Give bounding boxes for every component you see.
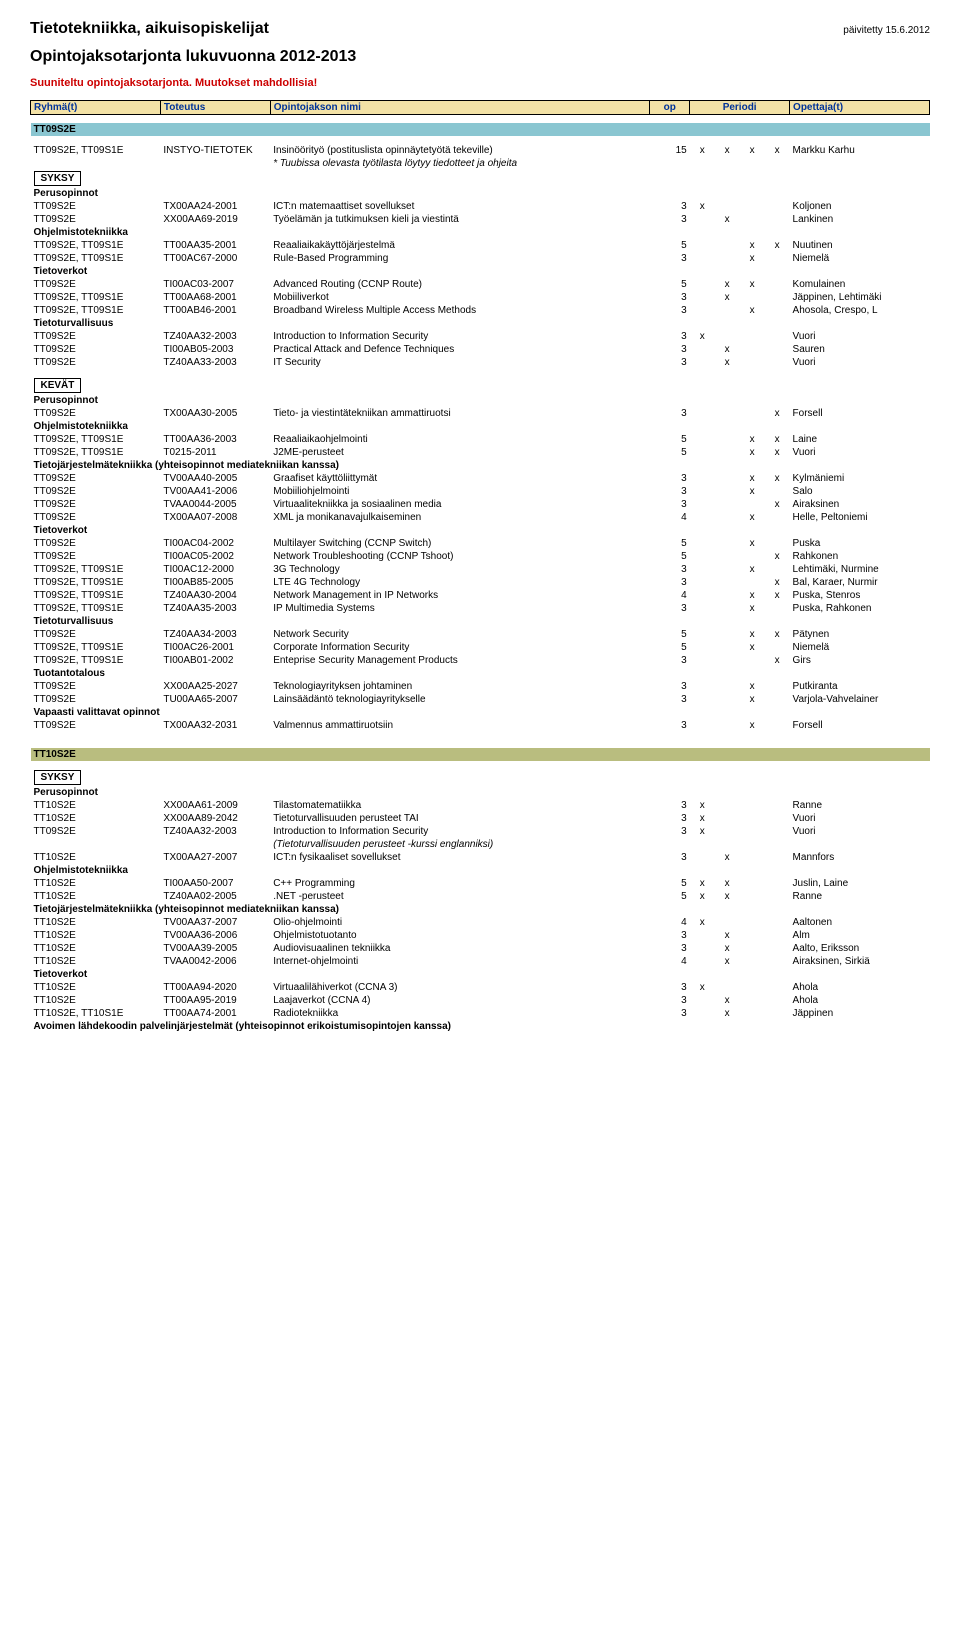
group-bar: TT10S2E xyxy=(31,748,930,761)
table-row: TT09S2ETI00AC05-2002Network Troubleshoot… xyxy=(31,550,930,563)
th-opettaja: Opettaja(t) xyxy=(790,101,930,115)
group-bar: TT09S2E xyxy=(31,123,930,136)
table-row: TT09S2ETI00AB05-2003Practical Attack and… xyxy=(31,343,930,356)
table-row: TT09S2E, TT09S1ETI00AC12-20003G Technolo… xyxy=(31,563,930,576)
th-ryhma: Ryhmä(t) xyxy=(31,101,161,115)
season-label: KEVÄT xyxy=(34,378,82,393)
table-row: TT10S2EXX00AA89-2042Tietoturvallisuuden … xyxy=(31,812,930,825)
table-row: TT09S2E, TT09S1EINSTYO-TIETOTEKInsinööri… xyxy=(31,144,930,157)
table-row: TT09S2E, TT09S1ETZ40AA35-2003IP Multimed… xyxy=(31,602,930,615)
table-row: Tietojärjestelmätekniikka (yhteisopinnot… xyxy=(31,459,930,472)
table-row: Perusopinnot xyxy=(31,786,930,799)
doc-subtitle: Opintojaksotarjonta lukuvuonna 2012-2013 xyxy=(30,48,930,66)
table-row: TT10S2ETZ40AA02-2005.NET -perusteet5xxRa… xyxy=(31,890,930,903)
table-row: TT10S2ETV00AA36-2006Ohjelmistotuotanto3x… xyxy=(31,929,930,942)
table-row: TT09S2E, TT09S1ETT00AA35-2001Reaaliaikak… xyxy=(31,239,930,252)
table-row: SYKSY xyxy=(31,769,930,786)
table-row: TT09S2ETZ40AA32-2003Introduction to Info… xyxy=(31,825,930,838)
table-row: Tietojärjestelmätekniikka (yhteisopinnot… xyxy=(31,903,930,916)
th-nimi: Opintojakson nimi xyxy=(270,101,650,115)
table-row: TT10S2EXX00AA61-2009Tilastomatematiikka3… xyxy=(31,799,930,812)
table-row: TT09S2ETX00AA07-2008XML ja monikanavajul… xyxy=(31,511,930,524)
section-heading: Tietoverkot xyxy=(31,265,930,278)
table-row: Tuotantotalous xyxy=(31,667,930,680)
table-row: TT09S2ETV00AA41-2006Mobiiliohjelmointi3x… xyxy=(31,485,930,498)
table-row: Avoimen lähdekoodin palvelinjärjestelmät… xyxy=(31,1020,930,1033)
table-row: TT09S2E, TT09S1ETT00AB46-2001Broadband W… xyxy=(31,304,930,317)
table-row: KEVÄT xyxy=(31,377,930,394)
table-row: TT09S2E, TT09S1ET0215-2011J2ME-perusteet… xyxy=(31,446,930,459)
table-row: Tietoverkot xyxy=(31,524,930,537)
season-label: SYKSY xyxy=(34,770,82,785)
table-row: TT10S2E, TT10S1ETT00AA74-2001Radioteknii… xyxy=(31,1007,930,1020)
section-heading: Tietojärjestelmätekniikka (yhteisopinnot… xyxy=(31,459,930,472)
table-row: TT10S2ETI00AA50-2007C++ Programming5xxJu… xyxy=(31,877,930,890)
table-row: Tietoverkot xyxy=(31,968,930,981)
table-row: TT09S2ETX00AA30-2005Tieto- ja viestintät… xyxy=(31,407,930,420)
section-heading: Tietoverkot xyxy=(31,524,930,537)
table-row: TT09S2ETV00AA40-2005Graafiset käyttöliit… xyxy=(31,472,930,485)
table-row: TT09S2ETVAA0044-2005Virtuaalitekniikka j… xyxy=(31,498,930,511)
table-row: Tietoverkot xyxy=(31,265,930,278)
table-row: TT09S2ETU00AA65-2007Lainsäädäntö teknolo… xyxy=(31,693,930,706)
section-heading: Perusopinnot xyxy=(31,187,930,200)
table-row: TT09S2ETZ40AA34-2003Network Security5xxP… xyxy=(31,628,930,641)
course-table: Ryhmä(t) Toteutus Opintojakson nimi op P… xyxy=(30,100,930,1041)
section-heading: Ohjelmistotekniikka xyxy=(31,226,930,239)
table-row: Ohjelmistotekniikka xyxy=(31,420,930,433)
doc-title: Tietotekniikka, aikuisopiskelijat xyxy=(30,20,269,38)
section-heading: Perusopinnot xyxy=(31,786,930,799)
table-row: TT09S2ETI00AC04-2002Multilayer Switching… xyxy=(31,537,930,550)
table-row: TT10S2ETX00AA27-2007ICT:n fysikaaliset s… xyxy=(31,851,930,864)
table-row: TT09S2ETZ40AA32-2003Introduction to Info… xyxy=(31,330,930,343)
table-row: TT09S2E, TT09S1ETI00AB01-2002Enteprise S… xyxy=(31,654,930,667)
doc-updated: päivitetty 15.6.2012 xyxy=(843,25,930,36)
table-row: Perusopinnot xyxy=(31,187,930,200)
section-heading: Tietoverkot xyxy=(31,968,930,981)
table-row: TT10S2ETV00AA39-2005Audiovisuaalinen tek… xyxy=(31,942,930,955)
table-row: TT09S2E, TT09S1ETT00AA36-2003Reaaliaikao… xyxy=(31,433,930,446)
table-row: Perusopinnot xyxy=(31,394,930,407)
table-row: Ohjelmistotekniikka xyxy=(31,226,930,239)
table-row: TT10S2ETT00AA95-2019Laajaverkot (CCNA 4)… xyxy=(31,994,930,1007)
table-header-row: Ryhmä(t) Toteutus Opintojakson nimi op P… xyxy=(31,101,930,115)
table-row: Ohjelmistotekniikka xyxy=(31,864,930,877)
section-heading: Tietojärjestelmätekniikka (yhteisopinnot… xyxy=(31,903,930,916)
section-heading: Tuotantotalous xyxy=(31,667,930,680)
section-heading: Ohjelmistotekniikka xyxy=(31,420,930,433)
table-row: TT10S2ETV00AA37-2007Olio-ohjelmointi4xAa… xyxy=(31,916,930,929)
table-row: (Tietoturvallisuuden perusteet -kurssi e… xyxy=(31,838,930,851)
section-heading: Vapaasti valittavat opinnot xyxy=(31,706,930,719)
table-row: TT09S2ETX00AA32-2031Valmennus ammattiruo… xyxy=(31,719,930,732)
th-toteutus: Toteutus xyxy=(160,101,270,115)
th-periodi: Periodi xyxy=(690,101,790,115)
table-row: TT09S2EXX00AA25-2027Teknologiayrityksen … xyxy=(31,680,930,693)
table-row: TT10S2ETVAA0042-2006Internet-ohjelmointi… xyxy=(31,955,930,968)
table-row: * Tuubissa olevasta työtilasta löytyy ti… xyxy=(31,157,930,170)
table-row: Tietoturvallisuus xyxy=(31,615,930,628)
table-row: Tietoturvallisuus xyxy=(31,317,930,330)
table-row: TT09S2E, TT09S1ETT00AC67-2000Rule-Based … xyxy=(31,252,930,265)
table-row: TT09S2E, TT09S1ETT00AA68-2001Mobiiliverk… xyxy=(31,291,930,304)
season-label: SYKSY xyxy=(34,171,82,186)
table-row: SYKSY xyxy=(31,170,930,187)
section-heading: Ohjelmistotekniikka xyxy=(31,864,930,877)
section-heading: Tietoturvallisuus xyxy=(31,317,930,330)
section-heading: Avoimen lähdekoodin palvelinjärjestelmät… xyxy=(31,1020,930,1033)
table-row: TT09S2ETX00AA24-2001ICT:n matemaattiset … xyxy=(31,200,930,213)
section-heading: Tietoturvallisuus xyxy=(31,615,930,628)
table-row: TT09S2ETZ40AA33-2003IT Security3xVuori xyxy=(31,356,930,369)
th-op: op xyxy=(650,101,690,115)
table-row: TT09S2E, TT09S1ETI00AC26-2001Corporate I… xyxy=(31,641,930,654)
doc-note: Suuniteltu opintojaksotarjonta. Muutokse… xyxy=(30,77,930,89)
table-row: TT09S2EXX00AA69-2019Työelämän ja tutkimu… xyxy=(31,213,930,226)
table-row: TT09S2E, TT09S1ETI00AB85-2005LTE 4G Tech… xyxy=(31,576,930,589)
table-row: TT10S2ETT00AA94-2020Virtuaalilähiverkot … xyxy=(31,981,930,994)
table-row: TT09S2ETI00AC03-2007Advanced Routing (CC… xyxy=(31,278,930,291)
section-heading: Perusopinnot xyxy=(31,394,930,407)
table-row: Vapaasti valittavat opinnot xyxy=(31,706,930,719)
table-row: TT09S2E, TT09S1ETZ40AA30-2004Network Man… xyxy=(31,589,930,602)
